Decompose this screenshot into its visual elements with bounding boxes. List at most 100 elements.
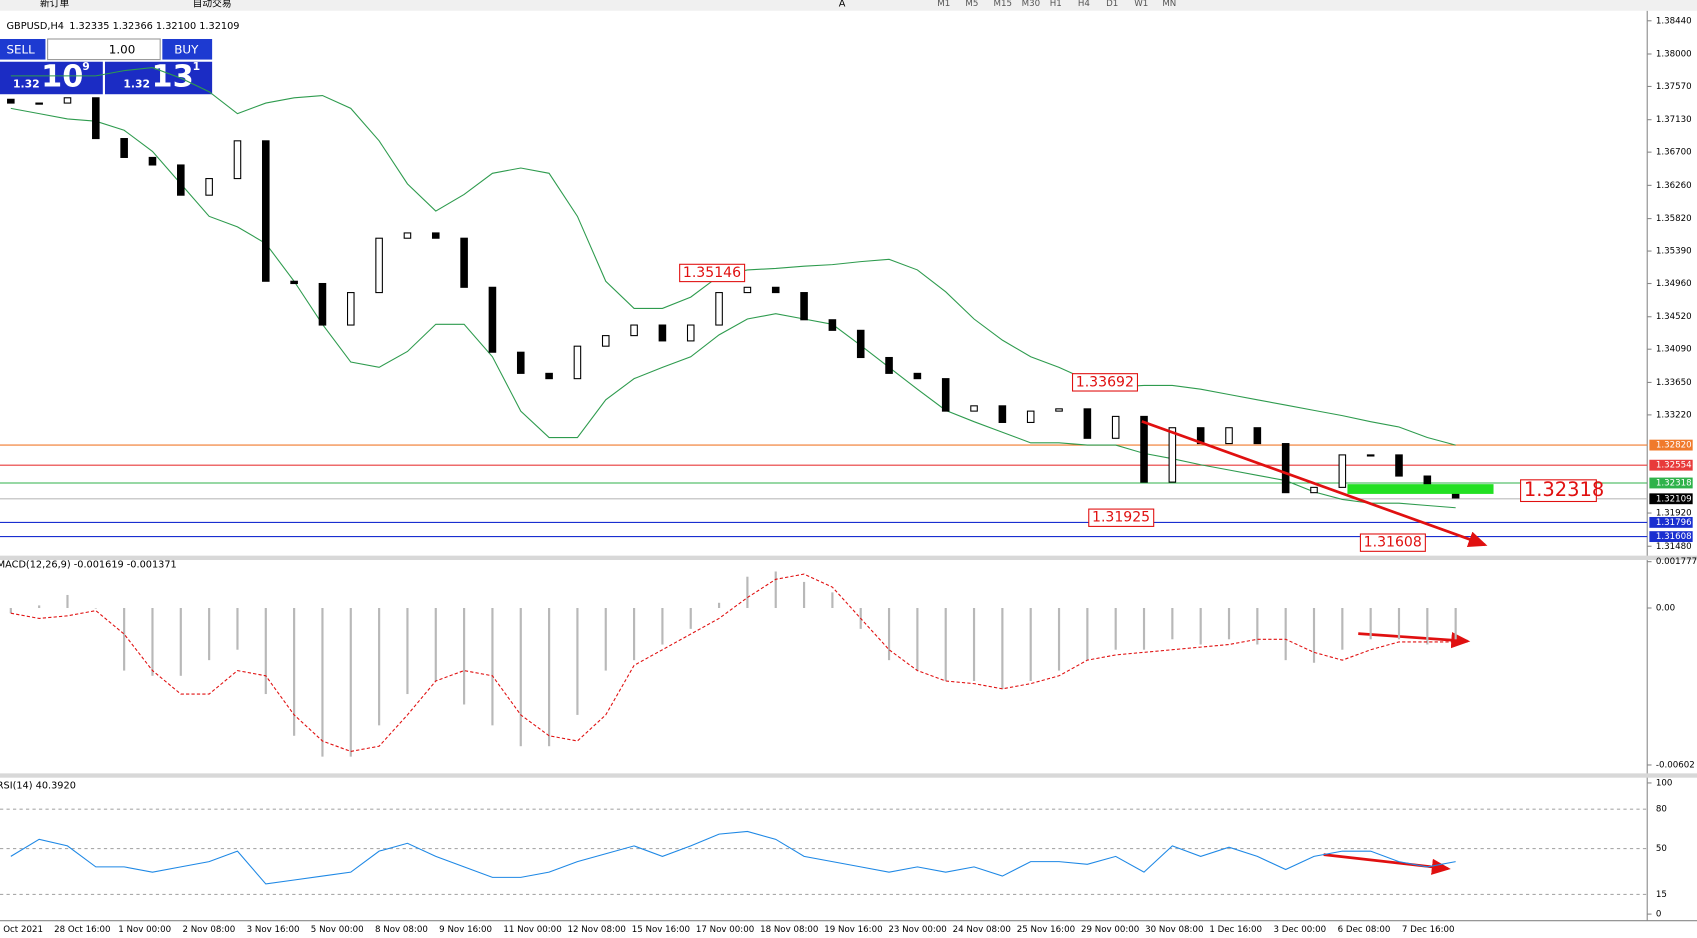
annotation-label: 1.32318	[1524, 478, 1604, 501]
sell-label: SELL	[6, 42, 35, 56]
macd-bar	[519, 608, 522, 747]
candle-body	[1055, 408, 1063, 412]
y-tick-label: 1.38440	[1656, 16, 1692, 26]
candle-body	[998, 405, 1007, 423]
candle-body	[516, 351, 525, 374]
macd-bar	[1199, 608, 1202, 645]
timeframe-button[interactable]: MN	[1162, 0, 1176, 9]
macd-bar	[293, 608, 296, 736]
level-label-box	[1649, 493, 1693, 505]
x-tick-label: 1 Dec 16:00	[1209, 925, 1262, 935]
toolbar-item: A	[839, 0, 846, 9]
symbol: GBPUSD,H4	[6, 21, 63, 32]
bid-box[interactable]	[0, 61, 103, 95]
macd-bar	[9, 608, 12, 614]
annotation-box	[1359, 533, 1426, 552]
y-tick-label: 1.37130	[1656, 115, 1692, 125]
macd-bar	[1256, 608, 1259, 645]
candle-body	[1225, 427, 1233, 445]
candle-body	[460, 237, 468, 288]
panel-separator	[0, 555, 1697, 560]
annotation-label: 1.33692	[1076, 374, 1134, 390]
y-tick-label: 1.31480	[1656, 542, 1692, 552]
timeframe-button[interactable]: M5	[965, 0, 978, 9]
candle-body	[403, 232, 412, 239]
macd-bar	[1341, 608, 1344, 650]
macd-bar	[774, 571, 777, 609]
timeframe-button[interactable]: H4	[1078, 0, 1091, 9]
macd-bar	[1029, 608, 1032, 682]
macd-bar	[944, 608, 947, 682]
candle-body	[970, 405, 978, 412]
x-tick-label: 11 Nov 00:00	[503, 925, 561, 935]
candle-body	[92, 97, 100, 140]
x-tick-label: 5 Nov 00:00	[311, 925, 364, 935]
candle-body	[35, 102, 43, 105]
macd-bar	[491, 608, 494, 726]
timeframe-button[interactable]: H1	[1050, 0, 1062, 9]
timeframe-button[interactable]: W1	[1134, 0, 1148, 9]
macd-bar	[576, 608, 579, 715]
macd-label: MACD(12,26,9) -0.001619 -0.001371	[0, 559, 177, 570]
buy-button[interactable]	[162, 38, 213, 60]
x-tick-label: 25 Nov 16:00	[1017, 925, 1075, 935]
macd-bar	[1312, 608, 1316, 663]
macd-bar	[38, 605, 41, 609]
y-tick-label: 0.00	[1656, 604, 1675, 614]
bid-big: 10	[41, 59, 83, 94]
x-tick-label: 15 Nov 16:00	[632, 925, 690, 935]
panel-separator	[0, 773, 1697, 778]
candle-body	[630, 324, 638, 337]
ask-sup: 1	[193, 60, 201, 73]
volume-input[interactable]	[47, 38, 161, 61]
annotation-box	[679, 263, 746, 283]
toolbar-item: 新订单	[40, 0, 69, 9]
macd-bar	[151, 608, 154, 676]
candle-body	[771, 286, 780, 294]
candle-body	[148, 156, 157, 166]
ask-prefix: 1.32	[123, 77, 150, 90]
macd-bar	[661, 608, 664, 645]
ask-box[interactable]	[104, 61, 213, 95]
y-tick-label: 15	[1656, 890, 1667, 900]
macd-bar	[1086, 608, 1089, 661]
x-tick-label: 2 Nov 08:00	[182, 925, 235, 935]
candle-body	[545, 372, 553, 380]
x-tick-label: 23 Nov 00:00	[888, 925, 946, 935]
timeframe-button[interactable]: M1	[937, 0, 950, 9]
y-tick-label: -0.00602	[1656, 760, 1695, 770]
y-tick-label: 1.31920	[1656, 509, 1692, 519]
y-tick-label: 0	[1656, 910, 1662, 920]
candle-body	[205, 178, 213, 196]
x-tick-label: 12 Nov 08:00	[568, 925, 626, 935]
macd-bar	[1454, 608, 1457, 640]
candle-body	[1253, 427, 1262, 445]
candle-body	[1083, 408, 1092, 439]
candle-body	[913, 372, 922, 380]
timeframe-button[interactable]: M30	[1022, 0, 1040, 9]
macd-bar	[1142, 608, 1146, 650]
macd-bar	[831, 592, 834, 609]
candle-body	[1140, 415, 1148, 483]
timeframe-button[interactable]: M15	[994, 0, 1012, 9]
annotation-label: 1.35146	[683, 265, 741, 281]
y-tick-label: 1.36700	[1656, 148, 1692, 158]
level-label: 1.32820	[1656, 441, 1692, 451]
macd-bar	[972, 608, 976, 682]
annotation-box	[1088, 508, 1155, 527]
timeframe-button[interactable]: D1	[1106, 0, 1118, 9]
macd-bar	[1001, 608, 1004, 689]
candle-body	[800, 292, 808, 321]
sell-button[interactable]	[0, 38, 46, 60]
candle-body	[573, 345, 582, 380]
y-tick-label: 100	[1656, 778, 1673, 788]
macd-bar	[434, 608, 437, 682]
macd-bar	[1171, 608, 1174, 640]
x-tick-label: 28 Oct 16:00	[54, 925, 110, 935]
macd-bar	[604, 608, 607, 671]
candle-body	[1310, 486, 1318, 494]
x-tick-label: 17 Nov 00:00	[696, 925, 754, 935]
candle-body	[941, 378, 950, 412]
x-tick-label: Oct 2021	[3, 925, 43, 935]
